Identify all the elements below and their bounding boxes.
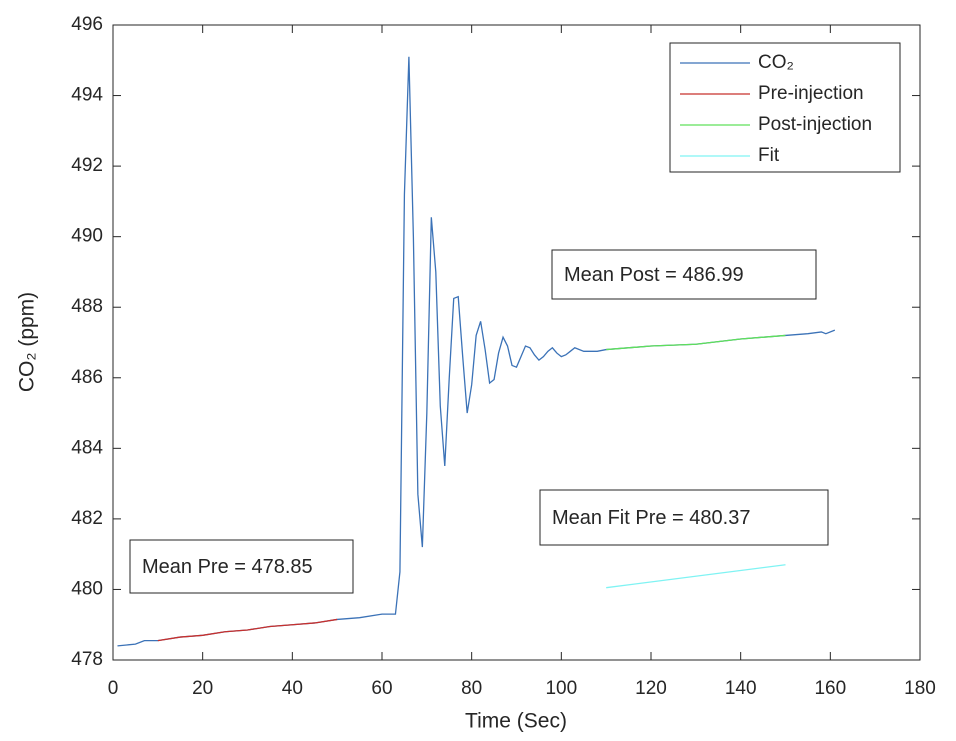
- x-tick-label: 40: [282, 678, 303, 699]
- series-line: [606, 564, 786, 589]
- y-tick-label: 484: [71, 437, 103, 458]
- y-tick-label: 486: [71, 367, 103, 388]
- annotation: Mean Post = 486.99: [564, 264, 744, 286]
- x-tick-label: 80: [461, 678, 482, 699]
- x-tick-label: 160: [814, 678, 846, 699]
- y-tick-label: 488: [71, 296, 103, 317]
- x-tick-label: 180: [904, 678, 936, 699]
- y-axis-label: CO₂ (ppm): [16, 292, 39, 392]
- annotation-box: [129, 539, 354, 594]
- series-line: [157, 618, 338, 642]
- legend-label: Post-injection: [758, 114, 872, 135]
- y-tick-label: 494: [71, 85, 103, 106]
- y-tick-label: 480: [71, 578, 103, 599]
- legend-box: [669, 42, 901, 173]
- legend-label: Fit: [758, 145, 780, 166]
- legend-label: CO₂: [758, 52, 794, 73]
- x-tick-label: 60: [371, 678, 392, 699]
- x-tick-label: 0: [108, 678, 119, 699]
- y-tick-label: 478: [71, 649, 103, 670]
- y-tick-label: 482: [71, 508, 103, 529]
- y-tick-label: 492: [71, 155, 103, 176]
- legend-label: Pre-injection: [758, 83, 864, 104]
- series-line: [606, 334, 786, 351]
- x-tick-label: 20: [192, 678, 213, 699]
- x-tick-label: 140: [725, 678, 757, 699]
- annotation-box: [551, 249, 817, 300]
- x-tick-label: 120: [635, 678, 667, 699]
- y-tick-label: 490: [71, 226, 103, 247]
- annotation-box: [539, 489, 829, 546]
- y-tick-label: 496: [71, 14, 103, 35]
- annotation: Mean Pre = 478.85: [142, 556, 313, 578]
- x-axis-label: Time (Sec): [465, 710, 567, 733]
- x-tick-label: 100: [545, 678, 577, 699]
- annotation: Mean Fit Pre = 480.37: [552, 507, 750, 529]
